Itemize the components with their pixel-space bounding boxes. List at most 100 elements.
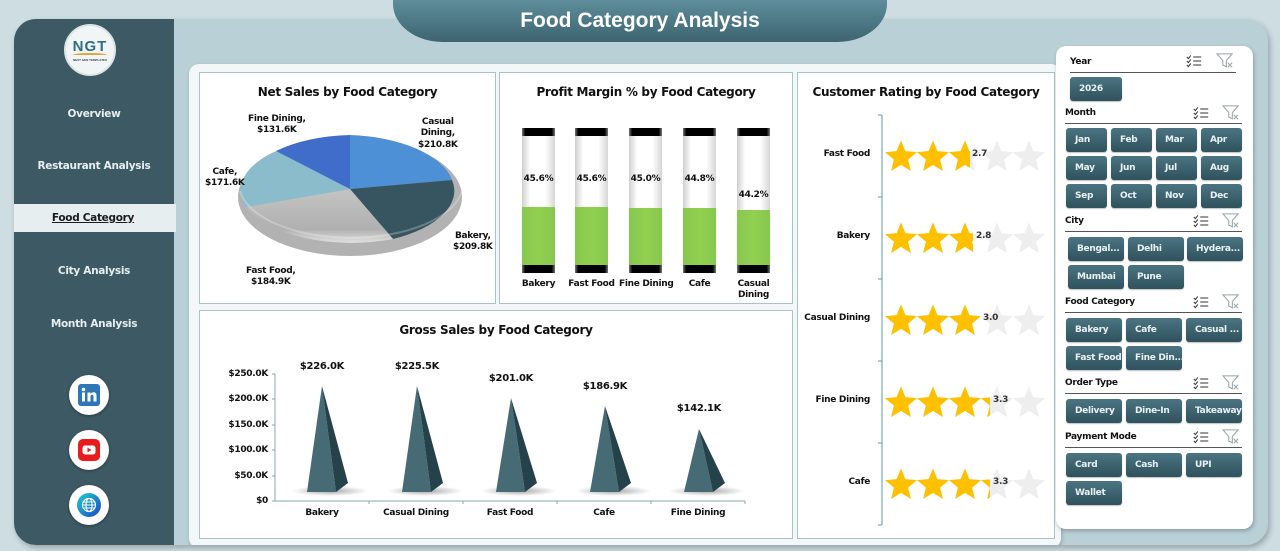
gross-value-bakery: $226.0K	[299, 361, 345, 372]
profit-category-fine-dining: Fine Dining	[619, 279, 674, 289]
filter-chip-month-oct[interactable]: Oct	[1111, 184, 1152, 208]
year-filter-title: Year	[1070, 57, 1092, 67]
filter-chip-order-dine-in[interactable]: Dine-In	[1126, 399, 1182, 423]
profit-margin-chart: Profit Margin % by Food Category 45.6% 4…	[499, 72, 793, 304]
sidebar: NGT NEXT GEN TEMPLATES Overview Restaura…	[14, 19, 176, 545]
filter-chip-month-apr[interactable]: Apr	[1201, 128, 1242, 152]
clear-filter-icon[interactable]	[1222, 105, 1240, 121]
chart-title: Customer Rating by Food Category	[812, 85, 1040, 99]
multi-select-icon[interactable]	[1186, 54, 1202, 68]
gross-value-fast-food: $201.0K	[488, 373, 534, 384]
pie-chart-graphic	[238, 135, 463, 256]
gross-category-cafe: Cafe	[593, 508, 615, 518]
filter-panel: Year 2026 Month Jan Feb Mar Apr May Jun …	[1056, 46, 1253, 529]
filter-chip-month-sep[interactable]: Sep	[1066, 184, 1107, 208]
pie-label-fine-dining: Fine Dining, $131.6K	[248, 114, 306, 136]
sidebar-item-month-analysis[interactable]: Month Analysis	[50, 318, 138, 330]
divider	[1065, 393, 1242, 394]
rating-category-fast-food: Fast Food	[823, 149, 871, 159]
y-tick-100k: $100.0K	[228, 445, 268, 455]
clear-filter-icon[interactable]	[1222, 294, 1240, 310]
filter-chip-category-fine-dining[interactable]: Fine Din...	[1126, 346, 1182, 370]
filter-chip-month-dec[interactable]: Dec	[1201, 184, 1242, 208]
filter-chip-city-hyderabad[interactable]: Hydera...	[1187, 237, 1243, 261]
filter-chip-month-jul[interactable]: Jul	[1156, 156, 1197, 180]
website-button[interactable]	[69, 485, 109, 525]
page-title-banner: Food Category Analysis	[393, 0, 887, 42]
rating-axis	[878, 114, 1046, 526]
filter-chip-category-cafe[interactable]: Cafe	[1126, 318, 1182, 342]
gross-value-fine-dining: $142.1K	[676, 403, 722, 414]
city-filter-title: City	[1065, 216, 1084, 226]
gross-category-fast-food: Fast Food	[486, 508, 534, 518]
pie-label-cafe: Cafe, $171.6K	[205, 167, 245, 189]
filter-chip-month-mar[interactable]: Mar	[1156, 128, 1197, 152]
filter-chip-payment-upi[interactable]: UPI	[1186, 453, 1242, 477]
filter-chip-year-2026[interactable]: 2026	[1070, 77, 1122, 101]
sidebar-item-overview[interactable]: Overview	[67, 108, 121, 120]
profit-value-fine-dining: 45.0%	[630, 174, 661, 184]
multi-select-icon[interactable]	[1193, 295, 1209, 309]
clear-filter-icon[interactable]	[1222, 213, 1240, 229]
youtube-button[interactable]	[69, 430, 109, 470]
gross-category-fine-dining: Fine Dining	[670, 508, 726, 518]
filter-chip-month-feb[interactable]: Feb	[1111, 128, 1152, 152]
gross-category-casual-dining: Casual Dining	[383, 508, 449, 518]
y-tick-250k: $250.0K	[228, 369, 268, 379]
clear-filter-icon[interactable]	[1222, 429, 1240, 445]
divider	[1070, 72, 1236, 73]
filter-chip-city-bengaluru[interactable]: Bengal...	[1068, 237, 1124, 261]
filter-chip-order-delivery[interactable]: Delivery	[1066, 399, 1122, 423]
multi-select-icon[interactable]	[1193, 106, 1209, 120]
filter-chip-month-may[interactable]: May	[1066, 156, 1107, 180]
y-tick-200k: $200.0K	[228, 394, 268, 404]
pyramid-chart-graphic	[272, 373, 746, 504]
filter-chip-month-nov[interactable]: Nov	[1156, 184, 1197, 208]
filter-chip-category-fast-food[interactable]: Fast Food	[1066, 346, 1122, 370]
multi-select-icon[interactable]	[1193, 214, 1209, 228]
page-title: Food Category Analysis	[520, 9, 760, 32]
filter-chip-month-jan[interactable]: Jan	[1066, 128, 1107, 152]
filter-chip-city-pune[interactable]: Pune	[1128, 265, 1184, 289]
filter-chip-payment-card[interactable]: Card	[1066, 453, 1122, 477]
brand-logo: NGT NEXT GEN TEMPLATES	[64, 24, 116, 76]
rating-value-bakery: 2.8	[976, 231, 992, 241]
logo-subtext: NEXT GEN TEMPLATES	[72, 57, 108, 62]
filter-chip-month-jun[interactable]: Jun	[1111, 156, 1152, 180]
multi-select-icon[interactable]	[1193, 376, 1209, 390]
clear-filter-icon[interactable]	[1216, 53, 1234, 69]
filter-chip-month-aug[interactable]: Aug	[1201, 156, 1242, 180]
filter-chip-category-bakery[interactable]: Bakery	[1066, 318, 1122, 342]
rating-category-casual-dining: Casual Dining	[804, 313, 870, 323]
filter-chip-payment-cash[interactable]: Cash	[1126, 453, 1182, 477]
globe-icon	[77, 493, 101, 517]
logo-swoosh-icon	[73, 52, 107, 57]
filter-chip-payment-wallet[interactable]: Wallet	[1066, 481, 1122, 505]
sidebar-item-restaurant-analysis[interactable]: Restaurant Analysis	[37, 160, 151, 172]
profit-bar-fast-food	[575, 128, 608, 273]
divider	[1065, 231, 1242, 232]
sidebar-item-food-category[interactable]: Food Category	[14, 204, 176, 232]
profit-category-fast-food: Fast Food	[568, 279, 615, 289]
customer-rating-chart: Customer Rating by Food Category	[797, 72, 1055, 539]
chart-title: Profit Margin % by Food Category	[536, 85, 756, 99]
profit-value-fast-food: 45.6%	[576, 174, 607, 184]
gross-category-bakery: Bakery	[305, 508, 339, 518]
gross-value-cafe: $186.9K	[582, 381, 628, 392]
multi-select-icon[interactable]	[1193, 430, 1209, 444]
y-tick-50k: $50.0K	[234, 471, 268, 481]
filter-chip-city-delhi[interactable]: Delhi	[1128, 237, 1184, 261]
rating-value-fine-dining: 3.3	[993, 395, 1009, 405]
month-filter-title: Month	[1065, 108, 1096, 118]
filter-chip-order-takeaway[interactable]: Takeaway	[1186, 399, 1242, 423]
order-type-filter-title: Order Type	[1065, 378, 1118, 388]
chart-title: Net Sales by Food Category	[257, 85, 438, 99]
rating-value-fast-food: 2.7	[972, 149, 988, 159]
filter-chip-category-casual-dining[interactable]: Casual ...	[1186, 318, 1242, 342]
divider	[1065, 447, 1242, 448]
filter-chip-city-mumbai[interactable]: Mumbai	[1068, 265, 1124, 289]
clear-filter-icon[interactable]	[1222, 375, 1240, 391]
linkedin-button[interactable]	[69, 375, 109, 415]
sidebar-item-city-analysis[interactable]: City Analysis	[57, 265, 131, 277]
pie-label-fast-food: Fast Food, $184.9K	[246, 266, 296, 288]
